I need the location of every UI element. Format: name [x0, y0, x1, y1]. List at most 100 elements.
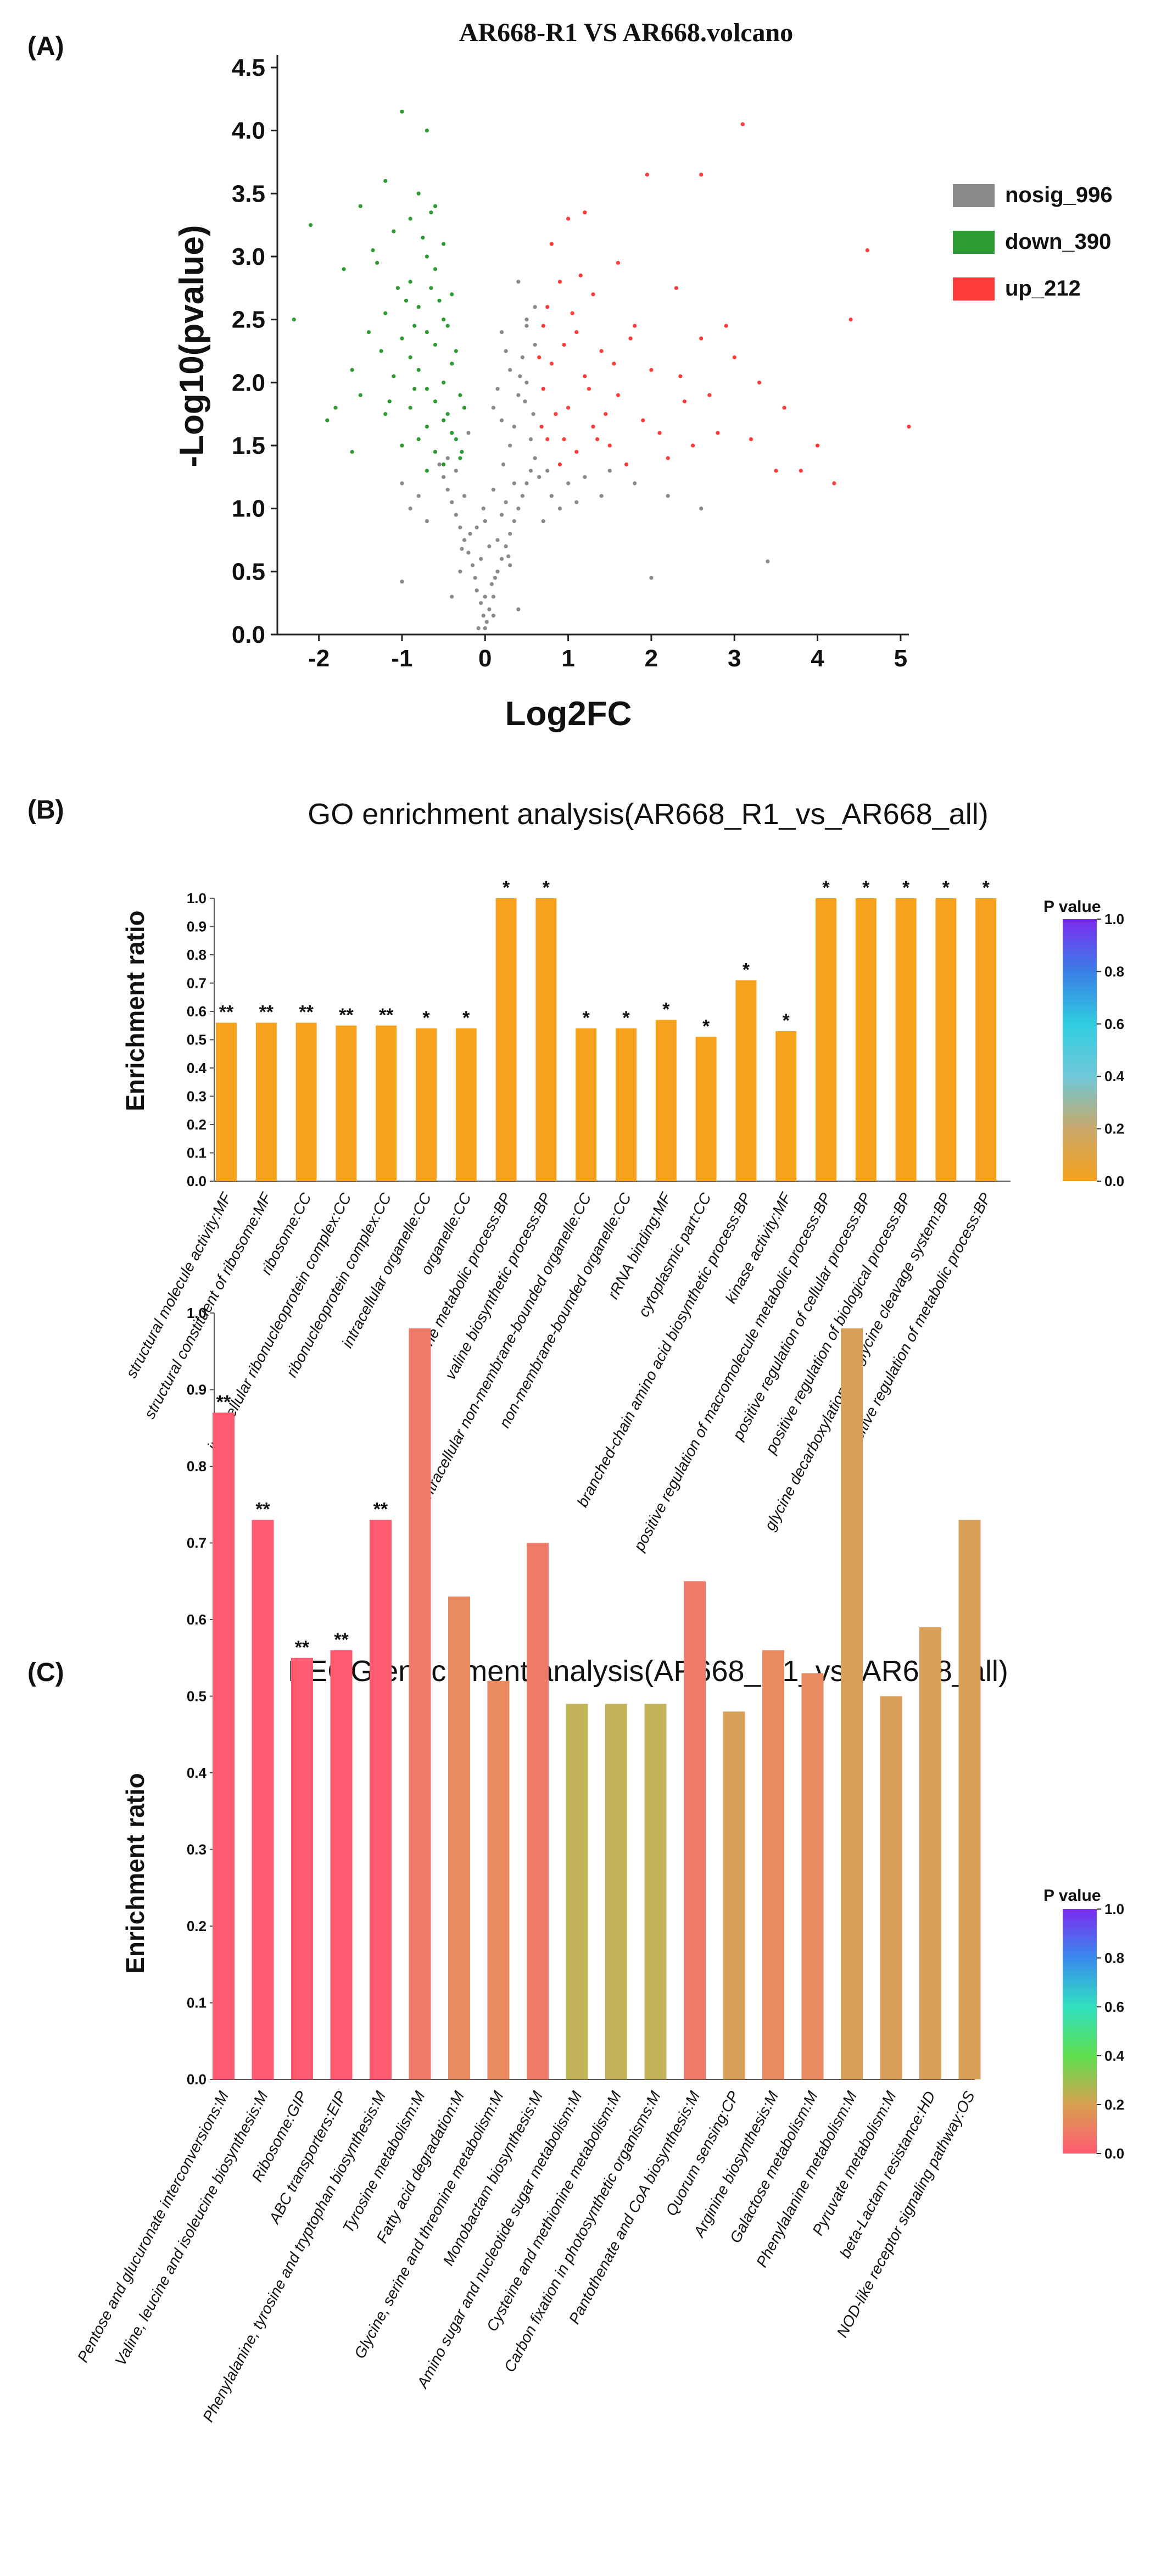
volcano-point-up [690, 443, 695, 448]
volcano-point-nosig [499, 418, 504, 422]
colorbar-tick-label: 0.6 [1104, 1016, 1124, 1032]
volcano-point-nosig [460, 547, 464, 551]
kegg-legend-title: P value [1043, 1887, 1101, 1905]
volcano-point-nosig [516, 280, 521, 284]
volcano-point-nosig [487, 544, 492, 549]
volcano-point-down [433, 204, 438, 208]
volcano-point-nosig [520, 494, 524, 498]
go-title: GO enrichment analysis(AR668_R1_vs_AR668… [308, 798, 989, 831]
volcano-x-tick-label: 2 [645, 645, 658, 672]
go-legend-title: P value [1043, 898, 1101, 916]
bar [216, 1022, 237, 1181]
volcano-point-nosig [489, 582, 494, 586]
volcano-point-nosig [516, 393, 521, 397]
volcano-point-nosig [458, 569, 462, 574]
volcano-point-nosig [599, 494, 604, 498]
legend-swatch-down [953, 231, 995, 254]
volcano-point-down [404, 298, 409, 303]
volcano-point-down [412, 387, 417, 391]
volcano-point-down [308, 223, 313, 227]
bar-significance-label: * [622, 1008, 630, 1028]
bar-significance-label: ** [339, 1005, 354, 1026]
bar [370, 1520, 392, 2079]
bar [684, 1581, 706, 2079]
volcano-point-nosig [481, 613, 485, 618]
kegg-colorbar-gradient [1063, 1909, 1097, 2154]
volcano-point-down [400, 443, 404, 448]
volcano-point-nosig [574, 500, 579, 504]
volcano-point-nosig [607, 469, 612, 473]
volcano-point-down [454, 349, 458, 353]
volcano-point-down [462, 405, 467, 410]
volcano-point-up [616, 260, 620, 265]
volcano-point-nosig [400, 580, 404, 584]
bar-y-tick-label: 0.6 [187, 1611, 206, 1628]
volcano-y-tick-label: 1.5 [232, 432, 265, 459]
volcano-point-nosig [508, 368, 512, 372]
volcano-y-tick-label: 4.0 [232, 118, 265, 144]
kegg-colorbar-ticks: 1.0 0.8 0.6 0.4 0.2 0.0 [1097, 1901, 1125, 2162]
volcano-x-tick-label: 4 [811, 645, 824, 672]
bar-y-tick-label: 0.0 [187, 2071, 206, 2088]
volcano-point-nosig [491, 613, 496, 618]
volcano-point-down [387, 399, 392, 404]
volcano-point-up [815, 443, 820, 448]
volcano-point-nosig [512, 519, 516, 524]
volcano-point-down [425, 254, 429, 259]
volcano-point-down [433, 399, 438, 404]
go-colorbar-gradient [1063, 919, 1097, 1181]
volcano-point-nosig [533, 456, 537, 460]
bar [644, 1704, 667, 2079]
bar [935, 898, 957, 1181]
volcano-point-nosig [408, 507, 412, 511]
volcano-point-down [408, 355, 412, 360]
bar-significance-label: * [783, 1010, 790, 1031]
bar [775, 1031, 797, 1181]
bar [723, 1711, 745, 2079]
volcano-point-up [633, 324, 637, 328]
volcano-point-nosig [484, 620, 489, 624]
bar [762, 1650, 784, 2079]
bar-y-tick-label: 1.0 [187, 1305, 206, 1321]
bar-significance-label: * [422, 1008, 430, 1028]
volcano-y-tick-label: 3.5 [232, 180, 265, 207]
volcano-point-down [333, 405, 338, 410]
volcano-point-down [358, 393, 362, 397]
volcano-point-nosig [462, 494, 467, 498]
go-colorbar: P value 1.0 0.8 0.6 0.4 0.2 0.0 [1043, 898, 1125, 1189]
bar-y-tick-label: 1.0 [187, 890, 206, 906]
volcano-point-nosig [487, 607, 492, 611]
bar-y-tick-label: 0.0 [187, 1173, 206, 1189]
bar [566, 1704, 588, 2079]
volcano-point-down [412, 324, 417, 328]
volcano-point-nosig [483, 594, 487, 599]
volcano-point-nosig [549, 494, 554, 498]
colorbar-tick-label: 0.4 [1104, 1068, 1125, 1084]
volcano-point-nosig [512, 481, 516, 486]
volcano-point-down [458, 456, 462, 460]
volcano-point-up [539, 424, 544, 429]
volcano-point-down [350, 449, 354, 454]
bar-y-tick-label: 0.5 [187, 1688, 206, 1705]
volcano-point-down [292, 318, 296, 322]
volcano-point-nosig [450, 594, 454, 599]
volcano-point-nosig [566, 481, 571, 486]
volcano-point-down [350, 368, 354, 372]
volcano-point-down [325, 418, 330, 422]
volcano-point-up [583, 374, 587, 379]
volcano-point-nosig [545, 469, 550, 473]
volcano-point-down [442, 318, 446, 322]
volcano-point-nosig [495, 387, 500, 391]
volcano-point-down [429, 286, 433, 290]
panel-b: (B) GO enrichment analysis(AR668_R1_vs_A… [27, 795, 1125, 1554]
volcano-point-down [408, 216, 412, 221]
bar-y-tick-label: 0.4 [187, 1060, 207, 1076]
bar-category-label: Pentose and glucuronate interconversions… [74, 2088, 232, 2365]
volcano-point-down [450, 292, 454, 297]
bar-y-tick-label: 0.7 [187, 975, 206, 992]
volcano-point-down [392, 374, 396, 379]
volcano-x-tick-label: 5 [894, 645, 907, 672]
bar-y-tick-label: 0.3 [187, 1088, 206, 1105]
volcano-point-nosig [479, 601, 483, 605]
volcano-x-tick-label: -2 [308, 645, 330, 672]
